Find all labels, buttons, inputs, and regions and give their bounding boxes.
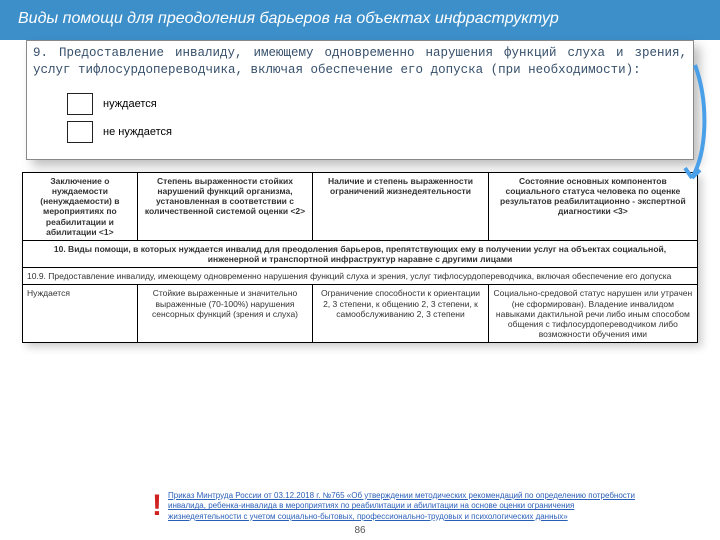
option-not-needs: не нуждается bbox=[67, 121, 683, 143]
page-number: 86 bbox=[0, 525, 720, 536]
col-header-3: Наличие и степень выраженности ограничен… bbox=[313, 172, 489, 240]
table-subsection-row: 10.9. Предоставление инвалиду, имеющему … bbox=[23, 268, 698, 285]
table-section-title: 10. Виды помощи, в которых нуждается инв… bbox=[23, 240, 698, 267]
slide-title-banner: Виды помощи для преодоления барьеров на … bbox=[0, 0, 720, 40]
col-header-2: Степень выраженности стойких нарушений ф… bbox=[137, 172, 313, 240]
col-header-1: Заключение о нуждаемости (ненуждаемости)… bbox=[23, 172, 138, 240]
cell-severity: Стойкие выраженные и значительно выражен… bbox=[137, 285, 313, 343]
checkbox-icon bbox=[67, 93, 93, 115]
curved-arrow-icon bbox=[680, 60, 710, 180]
assistance-table: Заключение о нуждаемости (ненуждаемости)… bbox=[22, 172, 698, 344]
exclamation-icon: ! bbox=[152, 491, 162, 521]
section-9-heading: 9. Предоставление инвалиду, имеющему одн… bbox=[27, 41, 693, 85]
checkbox-icon bbox=[67, 121, 93, 143]
slide-title: Виды помощи для преодоления барьеров на … bbox=[18, 10, 559, 27]
section-9-options: нуждается не нуждается bbox=[27, 85, 693, 159]
option-not-needs-label: не нуждается bbox=[103, 126, 172, 138]
section-9-card: 9. Предоставление инвалиду, имеющему одн… bbox=[26, 40, 694, 160]
table-section-title-row: 10. Виды помощи, в которых нуждается инв… bbox=[23, 240, 698, 267]
footer-citation: ! Приказ Минтруда России от 03.12.2018 г… bbox=[0, 491, 720, 522]
table-subsection: 10.9. Предоставление инвалиду, имеющему … bbox=[23, 268, 698, 285]
cell-need: Нуждается bbox=[23, 285, 138, 343]
option-needs-label: нуждается bbox=[103, 98, 157, 110]
table-data-row: Нуждается Стойкие выраженные и значитель… bbox=[23, 285, 698, 343]
cell-status: Социально-средовой статус нарушен или ут… bbox=[488, 285, 697, 343]
cell-limitations: Ограничение способности к ориентации 2, … bbox=[313, 285, 489, 343]
col-header-4: Состояние основных компонентов социально… bbox=[488, 172, 697, 240]
table-header-row: Заключение о нуждаемости (ненуждаемости)… bbox=[23, 172, 698, 240]
option-needs: нуждается bbox=[67, 93, 683, 115]
citation-link[interactable]: Приказ Минтруда России от 03.12.2018 г. … bbox=[168, 491, 648, 522]
